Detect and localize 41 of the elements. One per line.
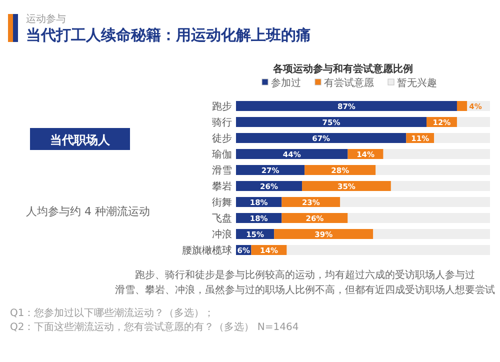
bar (236, 117, 426, 127)
y-tick-label: 飞盘 (212, 212, 232, 224)
text: 人均参与约 4 种潮流运动 (26, 205, 150, 218)
bar (274, 229, 374, 239)
legend-label: 暂无兴趣 (397, 77, 437, 89)
y-tick-label: 瑜伽 (212, 148, 232, 160)
bar (456, 117, 490, 127)
y-tick-label: 腰旗橄榄球 (182, 244, 232, 256)
y-tick-label: 冲浪 (212, 228, 232, 240)
y-tick-label: 徒步 (212, 132, 232, 144)
bar (390, 181, 490, 191)
bar (376, 165, 490, 175)
text: 当代职场人 (50, 133, 111, 147)
text: 滑雪、攀岩、冲浪，虽然参与过的职场人比例不高，但都有近四成受访职场人想要尝试 (115, 284, 495, 296)
bar (286, 245, 490, 255)
x-axis-title: 各项运动参与和有尝试意愿比例 (272, 63, 413, 75)
bar (236, 133, 406, 143)
bar (456, 101, 468, 111)
y-tick-label: 街舞 (212, 196, 232, 208)
bar (236, 101, 457, 111)
bar (236, 149, 348, 159)
bar (282, 213, 348, 223)
bar (302, 181, 391, 191)
legend-label: 参加过 (271, 77, 301, 89)
bar (340, 197, 490, 207)
bar (236, 181, 302, 191)
y-tick-label: 跑步 (212, 100, 232, 112)
text: Q1：您参加过以下哪些潮流运动？（多选）；Q2：下面这些潮流运动，您有尝试意愿的有？（多选） N=1464 (10, 307, 299, 333)
y-tick-label: 骑行 (212, 118, 232, 128)
bar (383, 149, 490, 159)
chart-title: 当代打工人续命秘籍：用运动化解上班的痛 (26, 26, 311, 44)
y-tick-label: 滑雪 (212, 164, 232, 176)
bar (304, 165, 376, 175)
bar (236, 165, 305, 175)
bar (348, 213, 490, 223)
y-tick-label: 攀岩 (212, 180, 232, 192)
text: 跑步、骑行和徒步是参与比例较高的运动，均有超过六成的受访职场人参与过 (135, 269, 475, 281)
bar (373, 229, 490, 239)
bar (434, 133, 490, 143)
legend-label: 有尝试意愿 (324, 77, 374, 89)
text: 运动参与 (26, 13, 66, 25)
